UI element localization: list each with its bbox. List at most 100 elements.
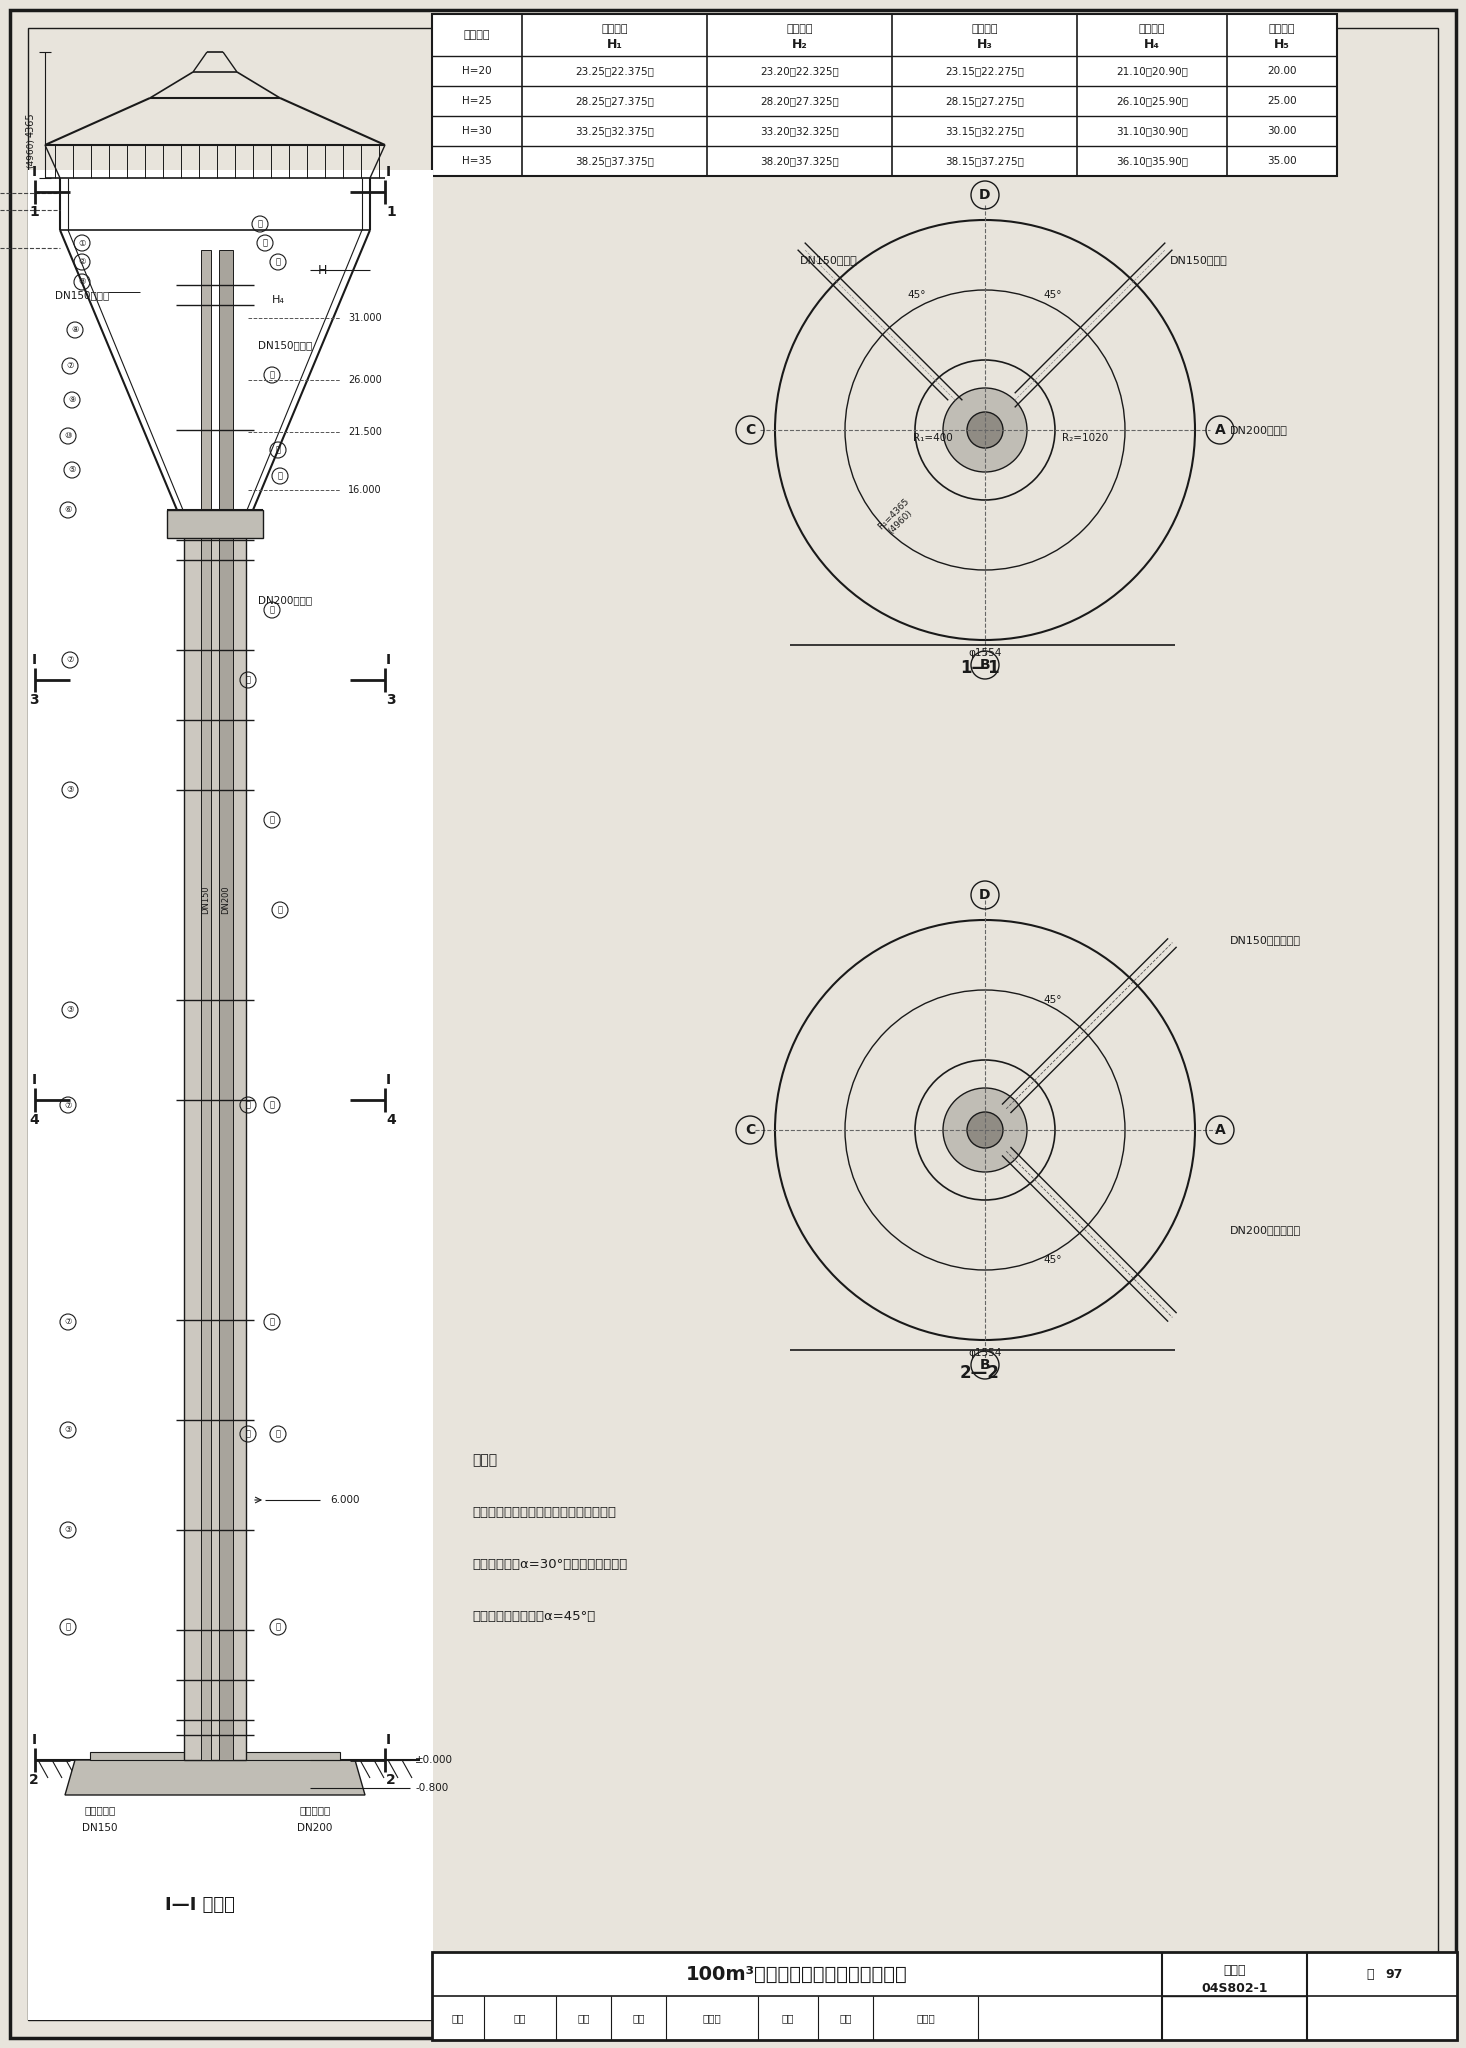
Text: DN200溢水管: DN200溢水管 [258, 596, 312, 604]
Text: DN200溢、灘水管: DN200溢、灘水管 [1230, 1225, 1302, 1235]
Text: (4960): (4960) [26, 137, 35, 168]
Text: ㉒: ㉒ [276, 1430, 280, 1438]
Text: I: I [386, 166, 391, 178]
Text: H=25: H=25 [462, 96, 493, 106]
Text: 35.00: 35.00 [1267, 156, 1297, 166]
Text: 100m³水塔管道安装图（二管方案）: 100m³水塔管道安装图（二管方案） [686, 1964, 907, 1985]
Text: 水筱下锣壳水平倾角α=45°。: 水筱下锣壳水平倾角α=45°。 [472, 1610, 595, 1622]
Text: ⑲: ⑲ [276, 446, 280, 455]
Text: D: D [979, 188, 991, 203]
Text: 2: 2 [29, 1774, 40, 1788]
Text: 21.500: 21.500 [347, 426, 381, 436]
Text: ㉗: ㉗ [258, 219, 262, 229]
Text: 97: 97 [1385, 1968, 1403, 1980]
Text: 图集号: 图集号 [1223, 1964, 1246, 1976]
Text: 2: 2 [386, 1774, 396, 1788]
Text: 4365: 4365 [26, 113, 37, 137]
Text: ㉕: ㉕ [245, 1100, 251, 1110]
Text: 31.10（30.90）: 31.10（30.90） [1116, 127, 1187, 135]
Text: 1: 1 [29, 205, 40, 219]
Text: 28.20（27.325）: 28.20（27.325） [761, 96, 839, 106]
Text: R₁=4365
(4960): R₁=4365 (4960) [875, 498, 918, 539]
Text: 3: 3 [29, 692, 38, 707]
Text: 26.000: 26.000 [347, 375, 381, 385]
Text: ⑩: ⑩ [65, 432, 72, 440]
Text: H₃: H₃ [976, 37, 992, 51]
Text: ⑰: ⑰ [270, 1317, 274, 1327]
Text: A: A [1215, 424, 1226, 436]
Circle shape [968, 412, 1003, 449]
Text: I: I [386, 653, 391, 668]
Text: 苏晓林: 苏晓林 [916, 2013, 935, 2023]
Text: 28.15（27.275）: 28.15（27.275） [946, 96, 1023, 106]
Text: 38.15（37.275）: 38.15（37.275） [946, 156, 1023, 166]
Text: 45°: 45° [1044, 291, 1063, 299]
Text: 26.10（25.90）: 26.10（25.90） [1116, 96, 1187, 106]
Text: 黄伏根: 黄伏根 [702, 2013, 721, 2023]
Text: A: A [1215, 1122, 1226, 1137]
Text: 30.00: 30.00 [1267, 127, 1297, 135]
Text: 23.25（22.375）: 23.25（22.375） [575, 66, 654, 76]
Text: 20.00: 20.00 [1267, 66, 1297, 76]
Text: C: C [745, 424, 755, 436]
Text: 45°: 45° [1044, 995, 1063, 1006]
Text: ⑤: ⑤ [69, 465, 76, 475]
Text: ⑰: ⑰ [270, 815, 274, 825]
Text: 4: 4 [386, 1112, 396, 1126]
Text: 36.10（35.90）: 36.10（35.90） [1116, 156, 1187, 166]
Text: 校对: 校对 [632, 2013, 645, 2023]
Text: ⑮: ⑮ [262, 238, 267, 248]
Text: 21.10（20.90）: 21.10（20.90） [1116, 66, 1187, 76]
Text: DN200: DN200 [221, 885, 230, 913]
Text: 溢流水位: 溢流水位 [601, 25, 627, 35]
Bar [218, 250, 233, 1759]
Text: DN150进、出水管: DN150进、出水管 [1230, 936, 1300, 944]
Text: 溢、灘水管: 溢、灘水管 [299, 1804, 331, 1815]
Text: I: I [31, 1733, 37, 1747]
Text: H₅: H₅ [1274, 37, 1290, 51]
Text: ⑥: ⑥ [65, 506, 72, 514]
Text: 吕宁: 吕宁 [578, 2013, 589, 2023]
Text: ⑰: ⑰ [270, 606, 274, 614]
Text: DN150出水管: DN150出水管 [56, 291, 110, 299]
Text: 33.20（32.325）: 33.20（32.325） [761, 127, 839, 135]
Text: 1—1: 1—1 [960, 659, 1000, 678]
Text: 报警水位: 报警水位 [786, 25, 812, 35]
Text: I: I [31, 166, 37, 178]
Text: I: I [31, 653, 37, 668]
Text: 李良: 李良 [513, 2013, 526, 2023]
Text: DN200溢水管: DN200溢水管 [1230, 426, 1287, 434]
Text: ①: ① [78, 238, 85, 248]
Text: ⑦: ⑦ [65, 1100, 72, 1110]
Text: 25.00: 25.00 [1267, 96, 1297, 106]
Text: R₁=400: R₁=400 [913, 432, 953, 442]
Text: 最高水位: 最高水位 [972, 25, 998, 35]
Text: DN150出水管: DN150出水管 [800, 256, 858, 264]
Text: ③: ③ [78, 276, 85, 287]
Text: C: C [745, 1122, 755, 1137]
Text: H=35: H=35 [462, 156, 493, 166]
Text: 33.15（32.275）: 33.15（32.275） [946, 127, 1023, 135]
Text: 审核: 审核 [452, 2013, 465, 2023]
Text: 1: 1 [386, 205, 396, 219]
Text: I: I [31, 1073, 37, 1087]
Text: 28.25（27.375）: 28.25（27.375） [575, 96, 654, 106]
Text: I: I [386, 1733, 391, 1747]
Text: ③: ③ [65, 1526, 72, 1534]
Text: DN150: DN150 [82, 1823, 117, 1833]
Text: ⑦: ⑦ [66, 655, 73, 664]
Text: ⑯: ⑯ [276, 258, 280, 266]
Circle shape [943, 387, 1028, 471]
Text: 16.000: 16.000 [347, 485, 381, 496]
Text: H: H [318, 264, 327, 276]
Text: H=30: H=30 [462, 127, 491, 135]
Text: B: B [979, 1358, 991, 1372]
Text: 描图: 描图 [781, 2013, 795, 2023]
Text: 38.25（37.375）: 38.25（37.375） [575, 156, 654, 166]
Bar [28, 170, 432, 2019]
Text: DN150: DN150 [201, 885, 211, 913]
Text: ③: ③ [65, 1425, 72, 1434]
Text: 31.000: 31.000 [347, 313, 381, 324]
Text: ⑰: ⑰ [270, 1100, 274, 1110]
Bar [432, 14, 1337, 176]
